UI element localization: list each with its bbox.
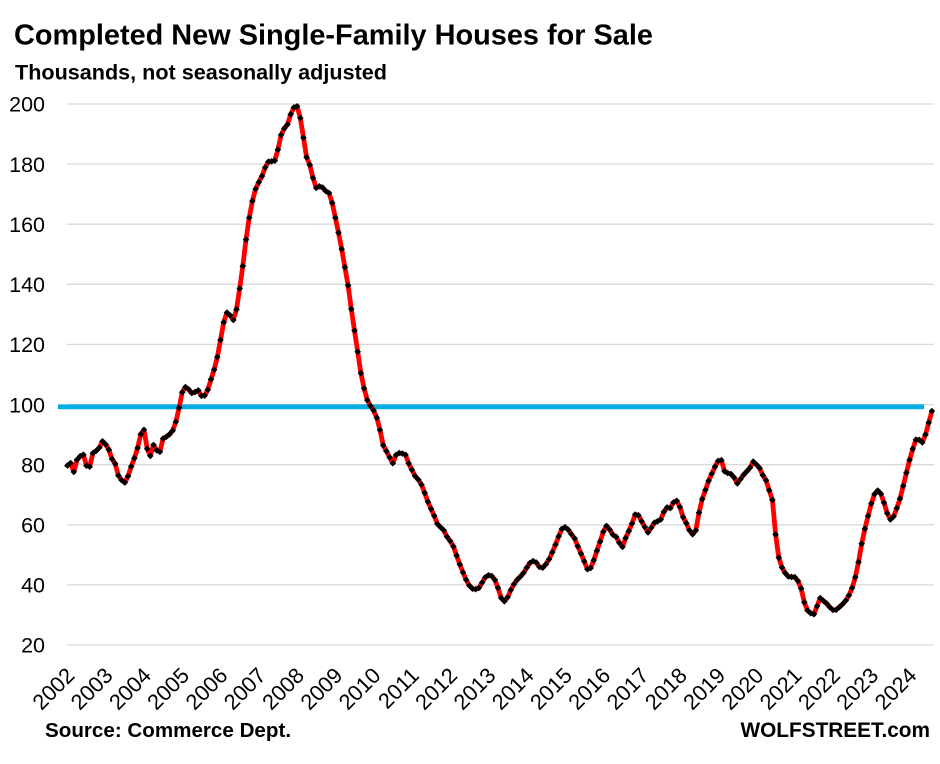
svg-text:200: 200: [9, 93, 45, 117]
svg-text:Completed New Single-Family Ho: Completed New Single-Family Houses for S…: [14, 20, 653, 52]
svg-text:WOLFSTREET.com: WOLFSTREET.com: [741, 719, 931, 742]
svg-text:180: 180: [9, 153, 45, 177]
svg-text:80: 80: [21, 453, 45, 477]
svg-text:40: 40: [21, 574, 45, 598]
svg-text:Source: Commerce Dept.: Source: Commerce Dept.: [45, 719, 291, 742]
svg-text:Thousands, not seasonally adju: Thousands, not seasonally adjusted: [15, 60, 387, 85]
svg-text:140: 140: [9, 273, 45, 297]
svg-text:160: 160: [9, 213, 45, 237]
svg-text:20: 20: [21, 634, 45, 658]
svg-text:100: 100: [9, 393, 45, 417]
svg-text:60: 60: [21, 514, 45, 538]
svg-text:120: 120: [9, 333, 45, 357]
